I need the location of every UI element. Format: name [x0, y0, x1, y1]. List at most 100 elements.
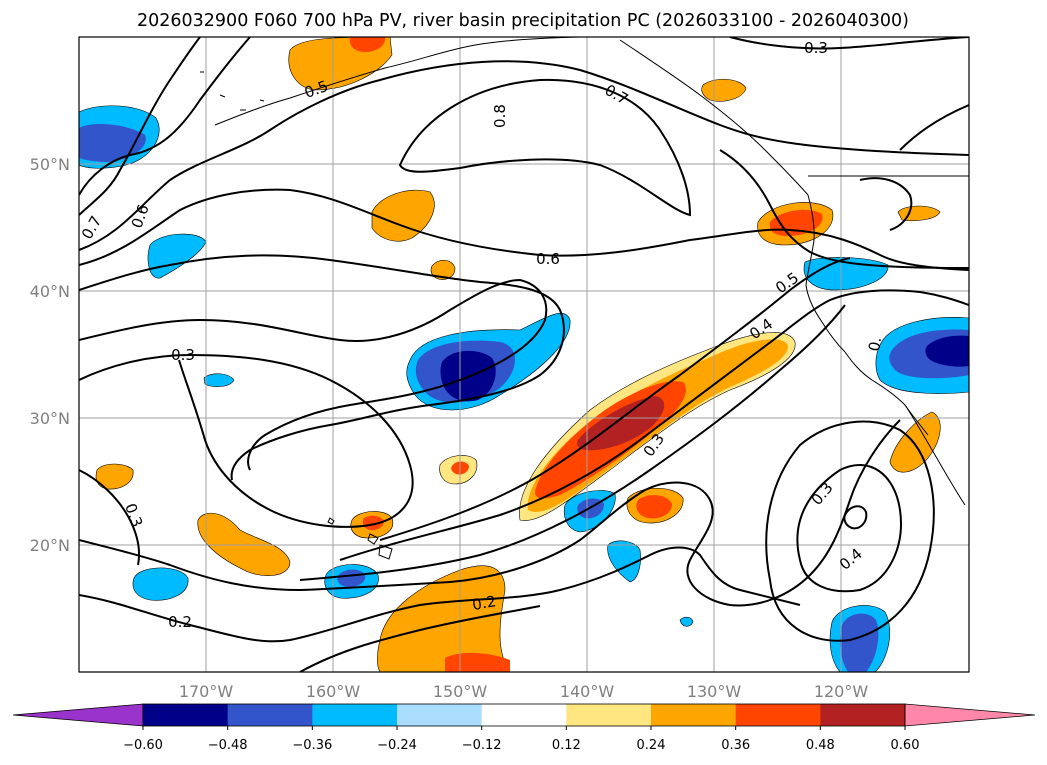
pv-contour-0.2	[79, 546, 801, 643]
colorbar-tick-label: 0.12	[552, 738, 581, 753]
anomaly-neg-shade-18	[607, 540, 641, 583]
pv-contour-left-1	[79, 37, 251, 196]
x-tick-label: 130°W	[687, 682, 742, 701]
anomaly-neg-shade-8	[925, 335, 969, 367]
x-tick-label: 160°W	[306, 682, 361, 701]
california-coast	[844, 351, 929, 436]
colorbar-segment	[143, 704, 229, 726]
colorbar-tick-label: 0.48	[806, 738, 835, 753]
colorbar-tick-label: 0.24	[637, 738, 666, 753]
colorbar: −0.60 −0.48 −0.36 −0.24 −0.12 0.12 0.24 0.36 0.4…	[12, 703, 1036, 753]
y-tick-label: 30°N	[30, 409, 70, 428]
anomaly-pos-shade-21	[701, 79, 747, 102]
hawaii-island-2	[367, 533, 379, 545]
coastlines	[200, 37, 969, 560]
x-tick-label: 170°W	[179, 682, 234, 701]
contour-label-3: 0.8	[491, 104, 509, 128]
anomaly-pos-shade-22	[897, 205, 941, 222]
pv-contour-0.7	[79, 60, 969, 251]
colorbar-tick-label: −0.24	[377, 738, 417, 753]
contour-label-10: 0.3	[171, 346, 195, 364]
anomaly-neg-shade-19	[203, 373, 235, 387]
anomaly-pos-shade-16	[362, 515, 384, 531]
pv-contour-diag-0.4	[339, 289, 969, 561]
contour-label-1: 0.3	[804, 39, 828, 57]
colorbar-frame	[142, 703, 906, 727]
pv-contour-0.5-loop	[843, 505, 868, 530]
y-tick-label: 40°N	[30, 282, 70, 301]
colorbar-extend-min	[12, 703, 144, 727]
colorbar-segment	[397, 704, 483, 726]
anomaly-pos-shade-20	[889, 411, 941, 473]
colorbar-segment	[735, 704, 821, 726]
anomaly-neg-shade-13	[840, 613, 879, 672]
colorbar-tick-label: 0.36	[721, 738, 750, 753]
pv-contour-0.3-loop	[765, 420, 935, 642]
anomaly-pos-shade-9	[197, 512, 291, 577]
pv-contour-0.2b	[299, 605, 541, 672]
anomaly-pos-shade-4	[577, 396, 665, 451]
colorbar-tick-label: −0.48	[208, 738, 248, 753]
pv-contour-0.3-south	[79, 419, 901, 607]
pv-contour-left-0.3	[79, 469, 140, 566]
colorbar-segment	[820, 704, 906, 726]
map-frame	[78, 36, 970, 673]
x-tick-label: 140°W	[560, 682, 615, 701]
hawaii-island-3	[378, 544, 393, 560]
chart-title: 2026032900 F060 700 hPa PV, river basin …	[137, 11, 909, 31]
pv-contour-0.4-loop	[796, 464, 902, 593]
pv-contour-top	[729, 37, 969, 50]
pv-contour-right-2	[859, 177, 913, 231]
pv-contour-0.4	[79, 278, 548, 471]
colorbar-segment	[566, 704, 652, 726]
colorbar-segments	[12, 703, 1036, 727]
colorbar-segment	[312, 704, 398, 726]
colorbar-tick-label: −0.36	[292, 738, 332, 753]
anomaly-pos-shade-17	[95, 463, 134, 490]
colorbar-segment	[651, 704, 737, 726]
y-tick-labels: 20°N 30°N 40°N 50°N	[30, 155, 70, 555]
colorbar-segment	[227, 704, 313, 726]
alaska-coast	[214, 37, 581, 126]
contour-label-7: 0.6	[536, 250, 560, 268]
aleutian-islands	[200, 71, 265, 111]
x-tick-labels: 170°W 160°W 150°W 140°W 130°W 120°W	[179, 682, 869, 701]
anomaly-pos-shade-8	[445, 652, 510, 672]
colorbar-extend-max	[904, 703, 1036, 727]
anomaly-neg-shade-16	[132, 567, 189, 601]
map-gridlines	[79, 37, 969, 672]
anomaly-neg-shade-20	[679, 616, 694, 627]
anomaly-pos-shade-11	[636, 495, 672, 519]
anomaly-pos-shade-7	[377, 565, 511, 672]
y-tick-label: 20°N	[30, 536, 70, 555]
pv-contour-0.6	[79, 188, 969, 271]
anomaly-pos-shade-14	[349, 37, 386, 52]
anomaly-pos-shade-12	[371, 189, 435, 242]
pacific-nw-coast	[805, 194, 846, 353]
pv-contour-0.8	[398, 78, 692, 217]
colorbar-tick-label: −0.60	[123, 738, 163, 753]
baja-coast	[904, 404, 966, 506]
map-panel: 0.3 0.7 0.8 0.5 0.6 0.7 0.6 0.5 0.4 0.3 …	[78, 36, 970, 673]
pv-contour-diag-0.5	[379, 257, 851, 541]
pv-contours	[79, 37, 969, 672]
pv-contour-right-1	[899, 104, 969, 151]
hawaii-island-1	[327, 517, 335, 525]
colorbar-ticks: −0.60 −0.48 −0.36 −0.24 −0.12 0.12 0.24 0.36 0.4…	[123, 726, 919, 753]
pv-contour-0.5	[79, 254, 565, 481]
contour-label-17: 0.	[865, 336, 885, 353]
colorbar-tick-label: 0.60	[891, 738, 920, 753]
contour-label-16: 0.2	[471, 592, 498, 614]
y-tick-label: 50°N	[30, 155, 70, 174]
contour-label-15: 0.2	[168, 613, 192, 631]
x-tick-label: 120°W	[814, 682, 869, 701]
pv-contour-left-2	[79, 37, 201, 216]
x-tick-label: 150°W	[433, 682, 488, 701]
pv-contour-0.5b	[719, 149, 969, 269]
pv-contour-0.3-outer	[79, 353, 414, 528]
colorbar-tick-label: −0.12	[462, 738, 502, 753]
alaska-panhandle-coast	[619, 39, 809, 196]
colorbar-segment	[481, 704, 567, 726]
pv-contour-diag-0.3	[299, 304, 846, 581]
